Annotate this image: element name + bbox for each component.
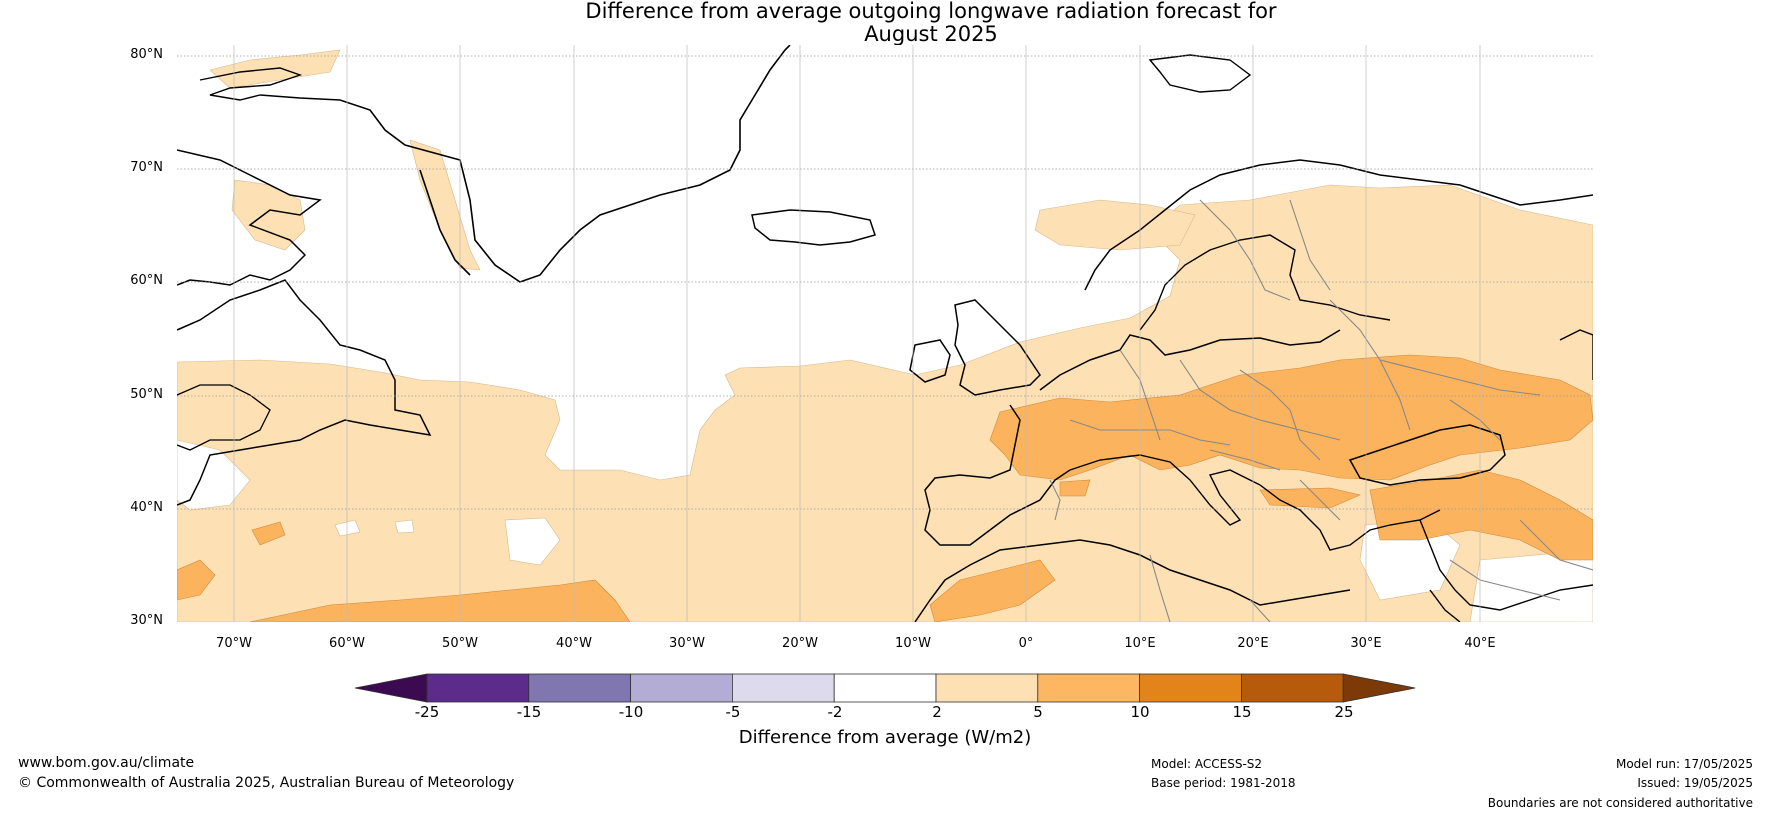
footer-issued: Issued: 19/05/2025 — [1637, 776, 1753, 790]
colorbar — [354, 673, 1416, 703]
colorbar-segment — [833, 673, 937, 703]
lon-label-30e: 30°E — [1350, 636, 1382, 651]
lon-label-0: 0° — [1018, 636, 1034, 651]
lon-label-50w: 50°W — [442, 636, 478, 651]
lon-label-10e: 10°E — [1124, 636, 1156, 651]
lon-label-40w: 40°W — [556, 636, 592, 651]
footer-copyright: © Commonwealth of Australia 2025, Austra… — [18, 775, 515, 791]
coastline-arctic-islands — [199, 67, 303, 101]
colorbar-tick: 10 — [1130, 703, 1150, 721]
colorbar-tick: -10 — [618, 703, 644, 721]
anomaly-map — [177, 45, 1593, 622]
colorbar-tick: 5 — [1033, 703, 1043, 721]
colorbar-segment — [528, 673, 632, 703]
neutral-hole-1 — [504, 517, 561, 566]
anomaly-region-north-africa — [929, 559, 1056, 622]
lon-label-30w: 30°W — [669, 636, 705, 651]
colorbar-tick: -15 — [516, 703, 542, 721]
footer-disclaimer: Boundaries are not considered authoritat… — [1487, 796, 1753, 810]
neutral-hole-6 — [1469, 549, 1593, 622]
anomaly-region-atlantic-blob — [251, 521, 286, 546]
colorbar-tick: -2 — [827, 703, 843, 721]
footer-base-period: Base period: 1981-2018 — [1151, 776, 1296, 790]
colorbar-tick: -25 — [414, 703, 440, 721]
coastline-britain — [954, 299, 1041, 396]
coastline-caspian — [1559, 329, 1593, 380]
coastline-hudson — [177, 384, 271, 451]
lat-label-30n: 30°N — [130, 613, 163, 628]
title-line-1: Difference from average outgoing longwav… — [585, 0, 1277, 23]
anomaly-region-subtropical-atlantic — [249, 579, 631, 622]
colorbar-segment — [731, 673, 835, 703]
colorbar-tick: 15 — [1232, 703, 1252, 721]
neutral-hole-2 — [334, 519, 361, 537]
lat-label-40n: 40°N — [130, 500, 163, 515]
anomaly-region-iceland-sea — [1034, 199, 1196, 251]
coastline-iceland — [751, 209, 876, 246]
colorbar-segment — [1241, 673, 1344, 703]
coastline-north-africa — [914, 539, 1351, 622]
coastline-sweden-finland — [1139, 234, 1391, 331]
coastline-mediterranean-north — [1069, 454, 1441, 551]
lat-label-70n: 70°N — [130, 160, 163, 175]
colorbar-segment — [935, 673, 1039, 703]
lon-label-10w: 10°W — [895, 636, 931, 651]
gridlines — [177, 45, 1593, 622]
coastline-labrador — [177, 279, 432, 506]
coastline-western-europe — [1039, 329, 1341, 391]
footer-website: www.bom.gov.au/climate — [18, 755, 195, 771]
coastline-svalbard — [1148, 54, 1252, 93]
coastline-canadian-arctic — [177, 149, 322, 286]
anomaly-region-greenland-coast — [409, 139, 481, 271]
colorbar-extend-low — [354, 673, 428, 703]
colorbar-tick: 25 — [1334, 703, 1354, 721]
footer-model: Model: ACCESS-S2 — [1151, 757, 1263, 771]
coastline-levant — [1419, 519, 1593, 611]
title-line-2: August 2025 — [864, 22, 998, 46]
coastline-black-sea — [1348, 424, 1506, 486]
colorbar-segment — [630, 673, 733, 703]
anomaly-region-europe-central — [989, 354, 1593, 481]
footer-model-run: Model run: 17/05/2025 — [1615, 757, 1753, 771]
lon-label-70w: 70°W — [216, 636, 252, 651]
coastline-red-sea — [1429, 589, 1461, 622]
neutral-hole-7 — [177, 439, 251, 511]
neutral-hole-3 — [394, 519, 415, 534]
lon-label-20w: 20°W — [782, 636, 818, 651]
country-borders — [1049, 199, 1593, 622]
coastline-scandinavia — [1084, 159, 1593, 291]
lat-label-50n: 50°N — [130, 387, 163, 402]
anomaly-region-atlantic-west — [177, 559, 216, 601]
lon-label-60w: 60°W — [329, 636, 365, 651]
colorbar-tick: -5 — [725, 703, 741, 721]
colorbar-tick: 2 — [932, 703, 942, 721]
lat-label-80n: 80°N — [130, 47, 163, 62]
coastline-greenland — [259, 45, 791, 283]
coastline-ireland — [909, 339, 951, 383]
colorbar-title: Difference from average (W/m2) — [738, 727, 1032, 748]
colorbar-extend-high — [1342, 673, 1416, 703]
colorbar-segment — [1139, 673, 1242, 703]
lon-label-20e: 20°E — [1237, 636, 1269, 651]
coastline-biscay-iberia — [924, 404, 1071, 546]
lat-label-60n: 60°N — [130, 273, 163, 288]
lon-label-40e: 40°E — [1464, 636, 1496, 651]
anomaly-region-alps — [1059, 479, 1091, 497]
colorbar-segment — [1037, 673, 1140, 703]
chart-title: Difference from average outgoing longwav… — [0, 0, 1770, 46]
colorbar-segment — [426, 673, 530, 703]
